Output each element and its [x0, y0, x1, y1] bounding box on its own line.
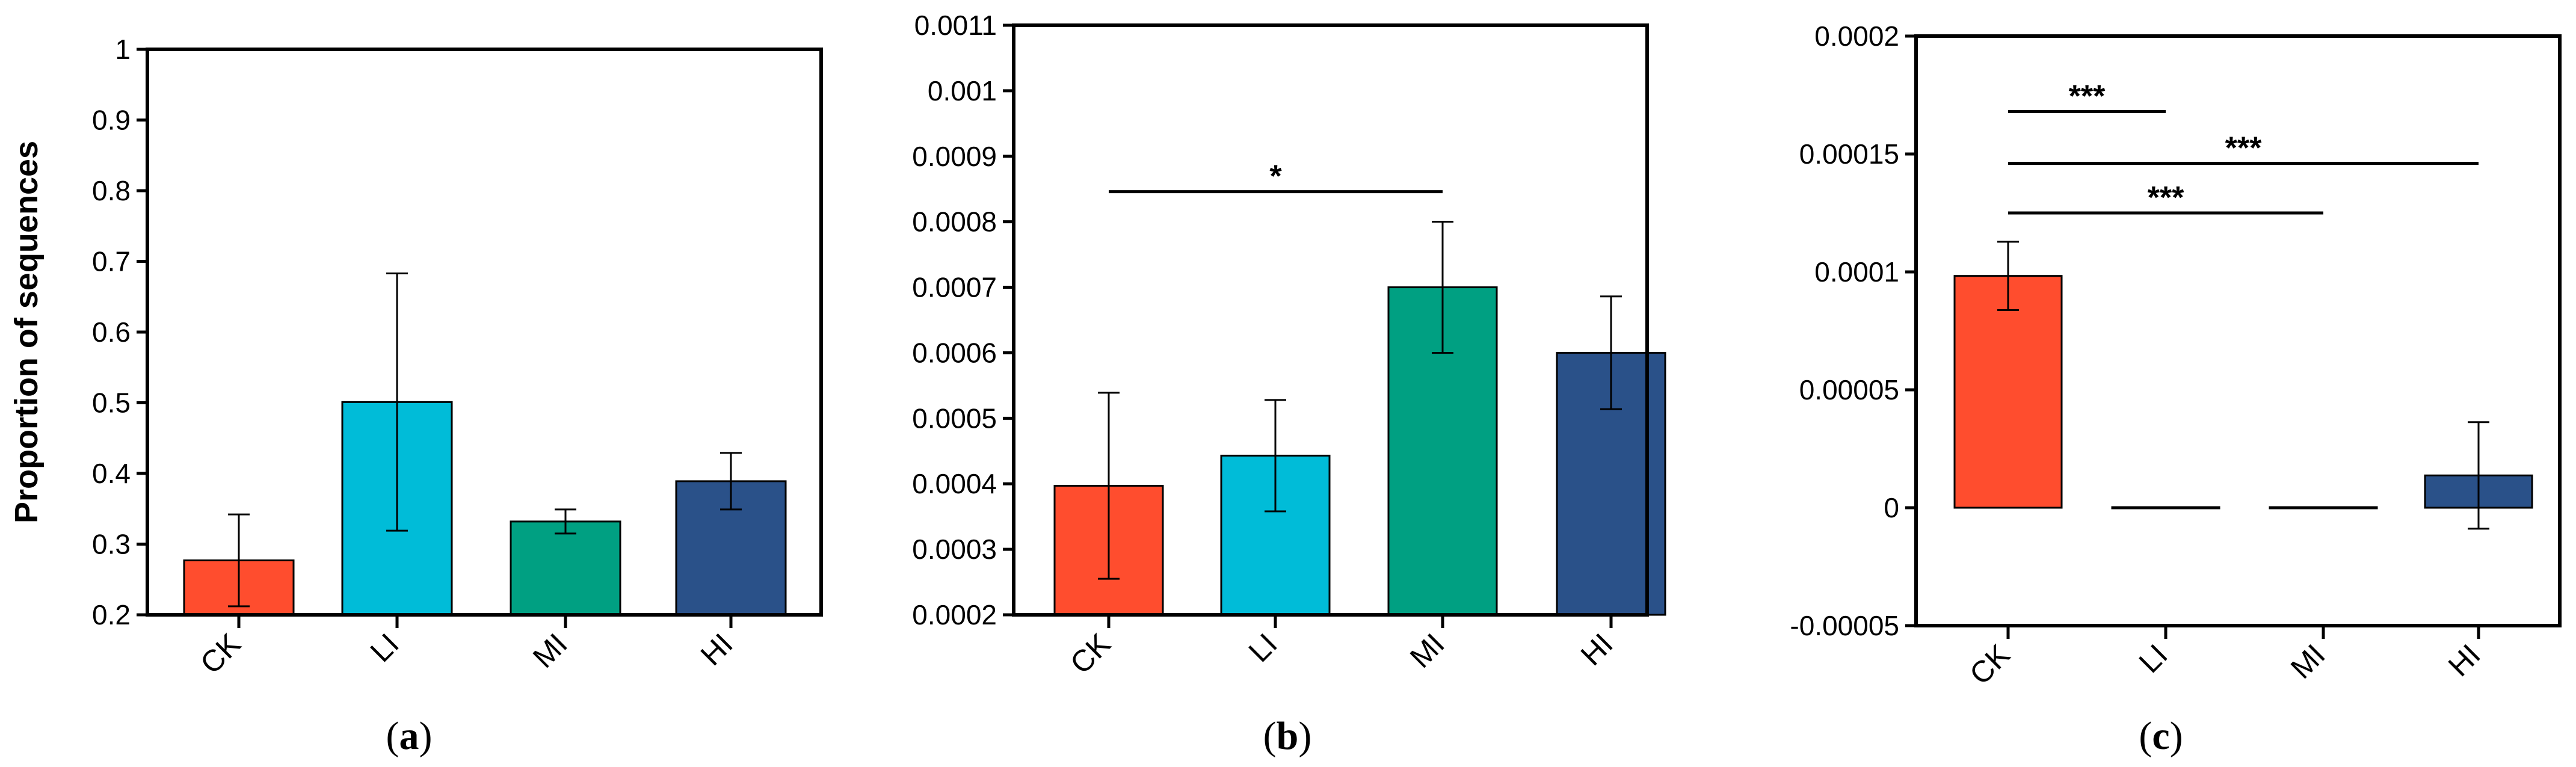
y-tick-label-a-2: 0.4	[92, 458, 131, 489]
plot-frame-c	[1914, 34, 2562, 627]
error-bar-a-li	[386, 272, 408, 532]
y-tick-label-c-3: 0.0001	[1814, 256, 1899, 288]
y-tick-label-b-0: 0.0002	[912, 599, 997, 630]
x-tick-label-a-ck: CK	[194, 627, 247, 680]
x-tick-label-b-hi: HI	[1574, 627, 1619, 672]
error-bar-b-hi	[1600, 295, 1622, 410]
error-bar-a-ck	[228, 513, 250, 608]
y-tick-label-c-1: 0	[1884, 492, 1899, 523]
y-tick-label-b-4: 0.0006	[912, 337, 997, 368]
y-tick-label-a-1: 0.3	[92, 529, 131, 560]
y-tick-label-a-5: 0.7	[92, 246, 131, 277]
y-tick-label-c-5: 0.0002	[1814, 20, 1899, 52]
x-tick-label-a-li: LI	[364, 627, 405, 668]
error-bar-c-hi	[2468, 421, 2489, 530]
y-tick-label-a-8: 1	[115, 34, 131, 65]
chart-panel-c: -0.00005 0 0.00005 0.0001 0.00015 0.0002 CK LI M…	[1790, 20, 2562, 691]
y-tick-label-a-7: 0.9	[92, 105, 131, 136]
panel-label-a: (a)	[386, 714, 433, 758]
y-tick-label-c-0: -0.00005	[1790, 610, 1899, 641]
error-bar-a-hi	[720, 452, 742, 511]
x-tick-label-c-mi: MI	[2284, 638, 2332, 685]
y-tick-label-a-4: 0.6	[92, 316, 131, 348]
x-tick-label-b-li: LI	[1242, 627, 1284, 668]
bar-a-mi	[510, 520, 621, 616]
error-bar-b-mi	[1432, 221, 1453, 354]
x-tick-label-a-mi: MI	[526, 627, 574, 674]
y-tick-label-c-4: 0.00015	[1799, 138, 1899, 170]
plot-frame-b	[1012, 23, 1649, 617]
y-tick-label-a-3: 0.5	[92, 387, 131, 419]
significance-label-c-1: ***	[2225, 131, 2262, 166]
bar-c-mi	[2269, 506, 2378, 510]
y-tick-label-a-6: 0.8	[92, 175, 131, 206]
y-tick-label-c-2: 0.00005	[1799, 374, 1899, 405]
y-tick-label-b-7: 0.0009	[912, 141, 997, 172]
x-tick-label-b-mi: MI	[1404, 627, 1451, 674]
x-tick-label-a-hi: HI	[694, 627, 739, 672]
chart-panel-a: 0.2 0.3 0.4 0.5 0.6 0.7 0.8 0.9 1 CK LI MI HI Proport…	[8, 34, 823, 680]
bar-c-li	[2111, 506, 2220, 510]
x-tick-label-c-li: LI	[2133, 638, 2174, 679]
error-bar-c-ck	[1997, 241, 2019, 312]
chart-panel-b: 0.0002 0.0003 0.0004 0.0005 0.0006 0.0007 0.00…	[912, 10, 1666, 680]
panel-label-c: (c)	[2139, 714, 2183, 758]
y-tick-label-b-5: 0.0007	[912, 272, 997, 303]
significance-label-b-0: *	[1269, 159, 1282, 194]
y-tick-label-b-9: 0.0011	[914, 10, 997, 41]
significance-label-c-0: ***	[2069, 79, 2106, 114]
error-bar-a-mi	[555, 508, 576, 535]
x-tick-label-c-hi: HI	[2442, 638, 2487, 683]
y-tick-label-b-2: 0.0004	[912, 468, 997, 499]
significance-label-c-2: ***	[2148, 180, 2184, 215]
error-bar-b-ck	[1098, 392, 1120, 580]
y-tick-label-b-8: 0.001	[928, 75, 997, 106]
panel-label-b: (b)	[1263, 714, 1312, 758]
y-axis-label-a: Proportion of sequences	[8, 141, 45, 523]
y-tick-label-b-1: 0.0003	[912, 534, 997, 565]
bar-c-ck	[1953, 275, 2063, 509]
y-tick-label-b-3: 0.0005	[912, 402, 997, 434]
y-tick-label-a-0: 0.2	[92, 599, 131, 630]
y-tick-label-b-6: 0.0008	[912, 206, 997, 238]
x-tick-label-c-ck: CK	[1963, 638, 2017, 691]
error-bar-b-li	[1265, 399, 1286, 513]
x-tick-label-b-ck: CK	[1064, 627, 1117, 680]
